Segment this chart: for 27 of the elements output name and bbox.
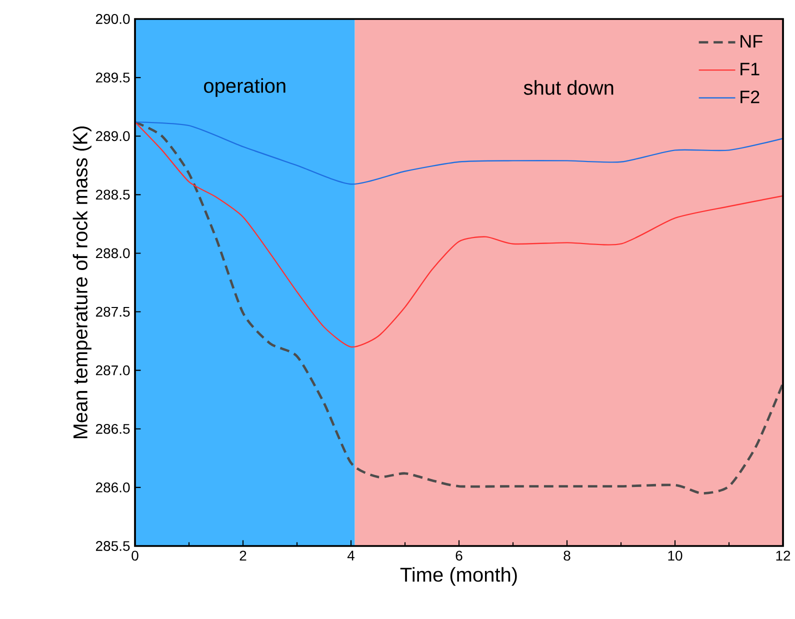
y-tick-label: 290.0 <box>96 14 130 24</box>
x-tick-label: 6 <box>456 550 462 561</box>
x-axis-title: Time (month) <box>400 567 517 586</box>
legend-label: F2 <box>740 90 760 104</box>
y-tick-label: 286.0 <box>96 482 130 492</box>
band-label: shut down <box>524 80 614 95</box>
line-series <box>135 121 784 185</box>
line-series <box>135 121 784 348</box>
x-tick-label: 0 <box>132 550 138 561</box>
line-series <box>135 120 784 494</box>
x-tick-label: 2 <box>240 550 246 560</box>
y-tick-label: 289.5 <box>96 72 130 83</box>
y-tick-label: 287.5 <box>96 306 130 317</box>
x-tick-label: 12 <box>776 550 790 560</box>
legend-label: F1 <box>740 62 760 76</box>
y-axis-title: Mean temperature of rock mass (K) <box>72 126 92 438</box>
x-tick-label: 10 <box>668 550 682 561</box>
x-tick-label: 4 <box>347 550 354 560</box>
x-tick-label: 8 <box>564 550 570 561</box>
y-tick-label: 286.5 <box>96 424 130 434</box>
y-tick-label: 288.0 <box>96 248 130 258</box>
y-tick-label: 288.5 <box>96 190 130 200</box>
y-tick-label: 289.0 <box>96 131 130 142</box>
y-tick-label: 285.5 <box>96 541 130 551</box>
y-tick-label: 287.0 <box>96 365 130 376</box>
band-label: operation <box>204 78 286 97</box>
legend-label: NF <box>740 35 762 48</box>
